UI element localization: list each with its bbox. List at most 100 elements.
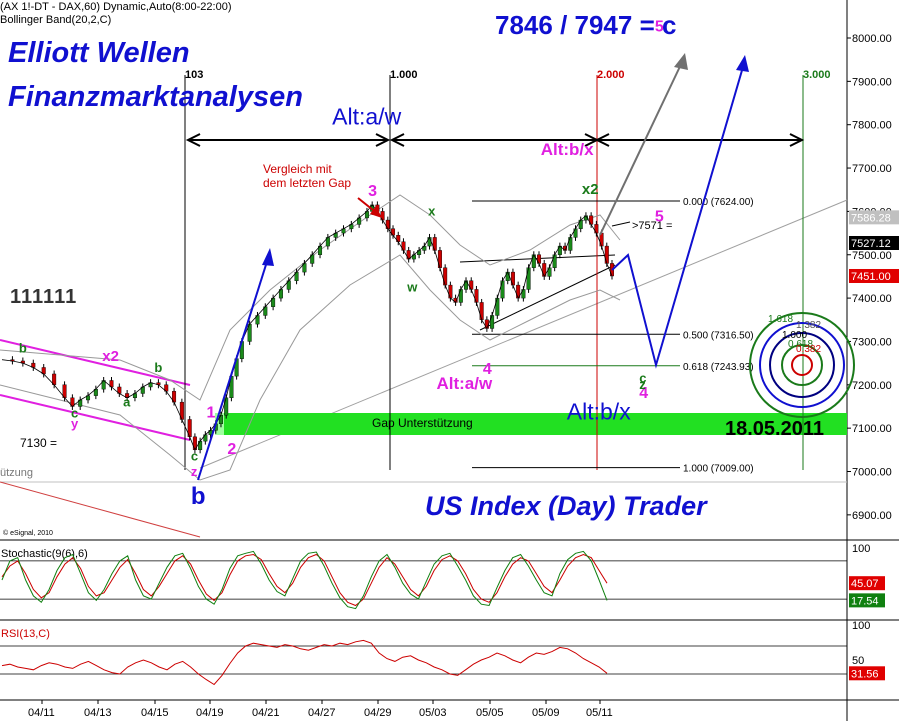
date-tick-label: 05/11 xyxy=(586,707,613,719)
close-line xyxy=(1,204,613,451)
candle-body xyxy=(385,219,390,229)
scenario-label: Alt:b/x xyxy=(541,140,594,159)
candle-body xyxy=(594,224,599,234)
red-trendline xyxy=(0,481,201,538)
instrument-header: (AX 1!-DT - DAX,60) Dynamic,Auto(8:00-22… xyxy=(0,1,232,13)
brand-line-1: Elliott Wellen xyxy=(8,37,190,69)
wave-label: 4 xyxy=(639,385,648,402)
projection-arrows xyxy=(197,53,749,481)
support-label: ützung xyxy=(0,467,33,479)
target-arrow-label: >7571 = xyxy=(632,220,672,232)
panel-value-box xyxy=(849,666,885,681)
price-tag-box xyxy=(849,235,899,250)
gap-support-label: Gap Unterstützung xyxy=(372,416,473,430)
price-tag-box xyxy=(849,210,899,225)
wave-label: x xyxy=(428,204,436,219)
watermark-ones: 111111 xyxy=(10,286,77,308)
wave-label: 2 xyxy=(227,441,236,458)
wave-label: w xyxy=(406,280,418,295)
scenario-labels: Alt:a/w Alt:b/x Alt:a/w Alt:b/x xyxy=(332,104,631,425)
scenario-label: Alt:b/x xyxy=(567,398,631,424)
candle-body xyxy=(224,397,229,416)
candle-body xyxy=(479,302,484,320)
magenta-channel-lower xyxy=(0,394,191,441)
blue-impulse-arrow xyxy=(197,251,271,481)
analysis-date: 18.05.2011 xyxy=(725,418,824,440)
wave-label: b xyxy=(191,483,206,510)
spiral-label-2: 1.000 xyxy=(782,330,807,341)
price-tick-label: 6900.00 xyxy=(852,510,892,522)
panel-value-box xyxy=(849,576,885,591)
bollinger-band-lower xyxy=(0,254,621,481)
wave-label: x2 xyxy=(582,181,599,198)
panel-value-box xyxy=(849,593,885,608)
blue-scenario-path xyxy=(611,59,746,369)
price-tag-box xyxy=(849,268,899,283)
price-tick-label: 7100.00 xyxy=(852,423,892,435)
price-tick-label: 7400.00 xyxy=(852,293,892,305)
candle-body xyxy=(490,315,495,329)
panel-title: Stochastic(9(6),6) xyxy=(1,548,88,560)
copyright: © eSignal, 2010 xyxy=(3,529,53,537)
candle-body xyxy=(380,211,385,221)
wave-label: 5 xyxy=(655,18,664,35)
panel-series-line xyxy=(1,553,608,607)
time-cycle-label-2: 2.000 xyxy=(597,69,625,81)
candle-body xyxy=(198,440,203,451)
candle-body xyxy=(495,297,500,316)
magenta-channel-upper xyxy=(0,339,191,386)
panel-tick-label: 100 xyxy=(852,620,870,632)
date-tick-label: 04/21 xyxy=(252,707,280,719)
time-cycle-lines: 103 1.000 2.000 3.000 xyxy=(184,69,831,470)
wave-label: b xyxy=(154,360,162,375)
scenario-label: Alt:a/w xyxy=(332,104,401,130)
candle-body xyxy=(568,237,573,251)
date-tick-label: 04/27 xyxy=(308,707,336,719)
panel-value-label: 31.56 xyxy=(851,668,879,680)
date-tick-label: 05/05 xyxy=(476,707,504,719)
wave-label: 5 xyxy=(655,208,664,225)
candle-body xyxy=(401,241,406,251)
price-tick-label: 8000.00 xyxy=(852,33,892,45)
price-tick-label: 7300.00 xyxy=(852,336,892,348)
date-axis: 04/11 04/13 04/15 04/19 04/21 04/27 04/29 05/03… xyxy=(28,700,613,719)
price-tags: 7586.28 7527.12 7451.00 xyxy=(849,210,899,283)
candle-body xyxy=(521,289,526,299)
price-tick-label: 7500.00 xyxy=(852,250,892,262)
candle-body xyxy=(432,237,437,251)
candle-body xyxy=(458,289,463,303)
indicator-header: Bollinger Band(20,2,C) xyxy=(0,14,111,26)
bollinger-band-upper xyxy=(0,194,621,401)
spiral-label-1: 1.382 xyxy=(796,320,821,331)
candle-body xyxy=(464,280,469,290)
panel-value-label: 45.07 xyxy=(851,578,879,590)
wave-label: y xyxy=(71,416,79,431)
spiral-label-4: 0.382 xyxy=(796,344,821,355)
date-tick-label: 05/03 xyxy=(419,707,447,719)
panel-tick-label: 50 xyxy=(852,655,864,667)
wave-label: a xyxy=(123,394,131,409)
candle-body xyxy=(552,254,557,268)
date-tick-label: 04/29 xyxy=(364,707,392,719)
target-pointer xyxy=(611,221,631,227)
candle-body xyxy=(218,414,223,425)
fib-level-label: 0.500 (7316.50) xyxy=(683,330,754,341)
price-tick-label: 7700.00 xyxy=(852,163,892,175)
price-tick-label: 7900.00 xyxy=(852,76,892,88)
grey-target-arrow xyxy=(599,57,685,236)
candle-body xyxy=(537,254,542,264)
wave-label: 4 xyxy=(483,361,492,378)
tagline: US Index (Day) Trader xyxy=(425,491,708,521)
price-tag-label: 7586.28 xyxy=(851,212,891,224)
wave-label: c xyxy=(639,371,646,386)
spiral-label-0: 1.618 xyxy=(768,314,793,325)
gap-note: Vergleich mit dem letzten Gap xyxy=(263,162,351,190)
wave-label: c xyxy=(191,449,198,464)
scenario-label: Alt:a/w xyxy=(436,374,493,393)
time-cycle-label-3: 3.000 xyxy=(803,69,831,81)
candle-body xyxy=(443,267,448,286)
